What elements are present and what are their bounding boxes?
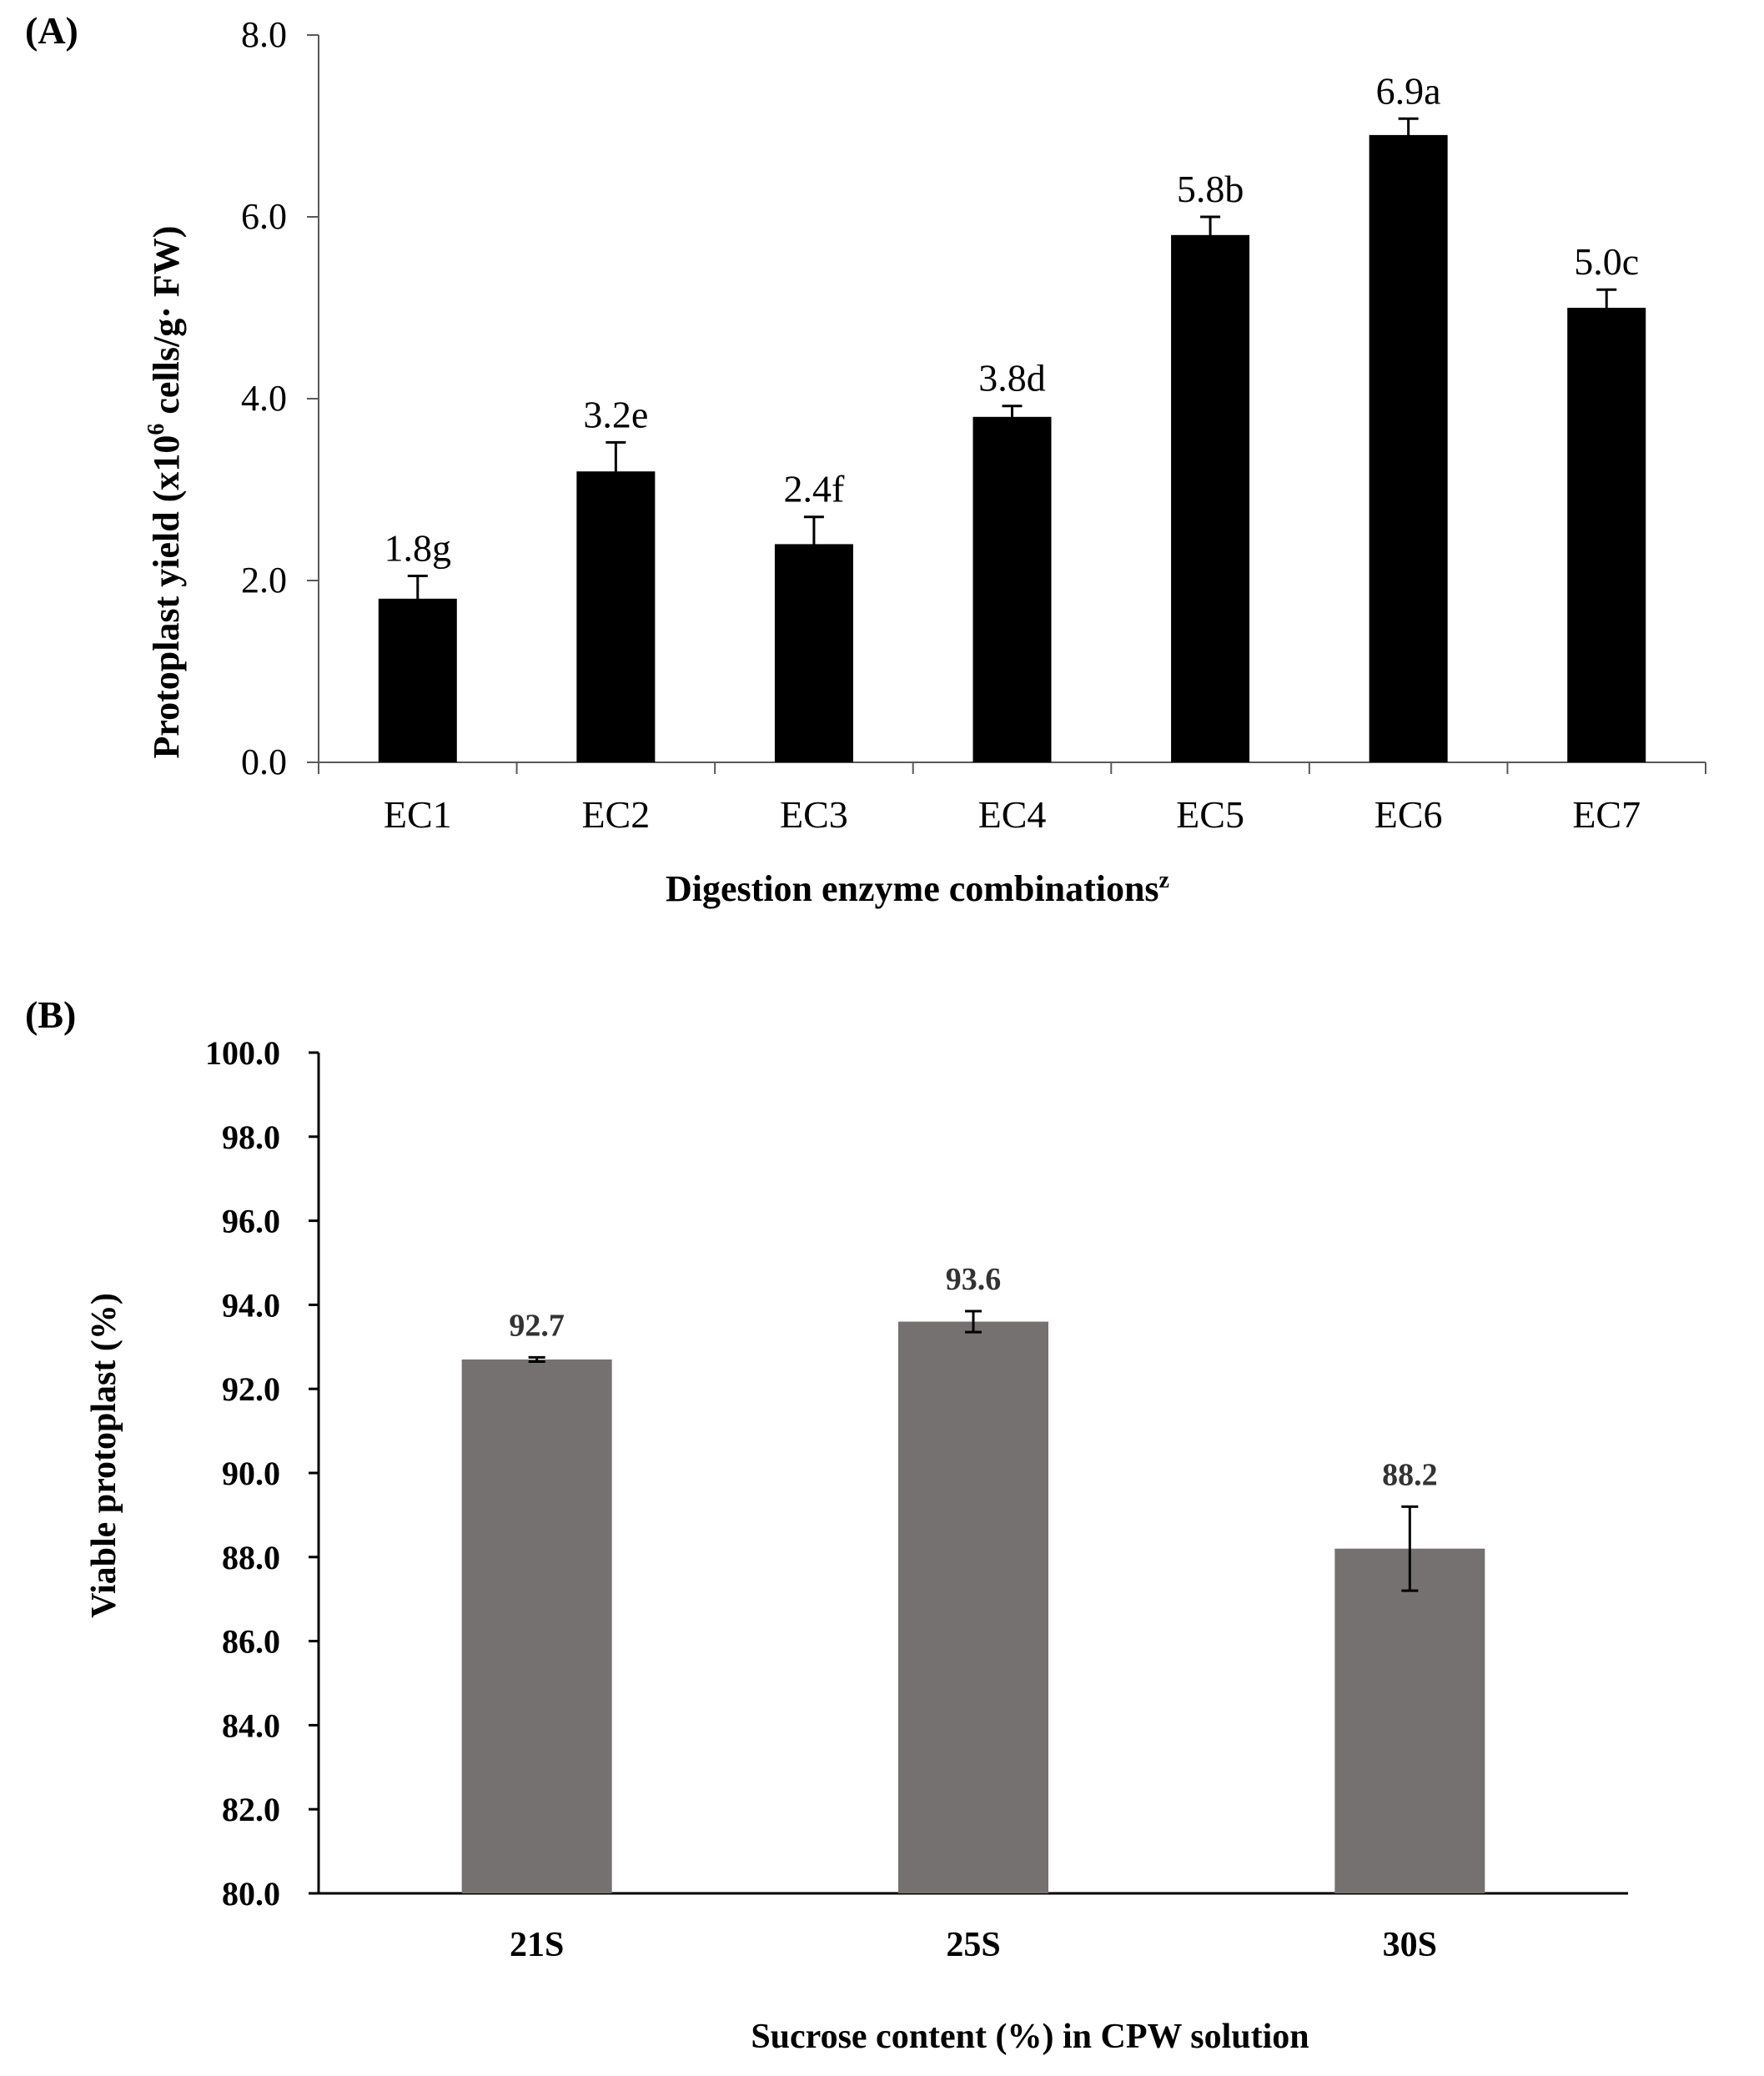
- panel-b-bars: 92.7 21S 93.6 25S 88.2 30S: [461, 1262, 1485, 1964]
- panel-a-data-label: 5.0c: [1574, 240, 1639, 283]
- panel-b-x-axis-label: Sucrose content (%) in CPW solution: [751, 2018, 1309, 2056]
- panel-b-y-tick-label: 98.0: [222, 1118, 280, 1156]
- panel-a-category-label: EC2: [581, 793, 650, 836]
- panel-b-category-label: 21S: [510, 1926, 564, 1964]
- panel-b-y-tick-label: 96.0: [222, 1203, 280, 1240]
- panel-a-category-label: EC3: [780, 793, 848, 836]
- panel-b-data-label: 93.6: [946, 1262, 1002, 1297]
- chart-panel-b: (B) 80.0 82.0 84.0 86.0 88.0 90.0 92.0 94.0 96.0…: [25, 993, 1628, 2056]
- panel-a-bar: [378, 598, 457, 762]
- panel-a-bar: [576, 471, 656, 762]
- panel-b-data-label: 88.2: [1382, 1457, 1438, 1492]
- panel-a-category-label: EC4: [978, 793, 1047, 836]
- panel-a-x-label-superscript: z: [1159, 867, 1169, 893]
- panel-a-data-label: 2.4f: [784, 468, 846, 510]
- panel-a-y-label-suffix: cells/g· FW): [146, 226, 187, 424]
- panel-b-y-tick-label: 84.0: [222, 1707, 280, 1744]
- panel-a-axes: 0.0 2.0 4.0 6.0 8.0: [241, 14, 1706, 782]
- panel-a-y-tick-label: 2.0: [241, 560, 287, 601]
- panel-a-y-tick-label: 0.0: [241, 741, 287, 782]
- panel-a-data-label: 3.8d: [978, 357, 1046, 400]
- panel-b-bar: [1334, 1548, 1485, 1893]
- panel-b-y-tick-label: 92.0: [222, 1370, 280, 1408]
- panel-b-y-tick-label: 82.0: [222, 1791, 280, 1828]
- panel-a-bar: [1171, 234, 1250, 762]
- panel-b-data-label: 92.7: [509, 1308, 565, 1343]
- panel-a-y-tick-label: 8.0: [241, 14, 287, 55]
- panel-a-data-label: 5.8b: [1177, 168, 1244, 210]
- panel-a-data-label: 3.2e: [583, 393, 648, 435]
- panel-a-bars: 1.8g EC1 3.2e EC2 2.4f EC3 3.8d EC4 5.8b EC5 6.9a E…: [378, 69, 1646, 836]
- panel-b-y-tick-label: 90.0: [222, 1455, 280, 1492]
- panel-a-category-label: EC6: [1375, 793, 1443, 836]
- panel-b-bar: [898, 1321, 1048, 1893]
- panel-a-bar: [1369, 134, 1448, 762]
- panel-b-y-axis-label: Viable protoplast (%): [85, 1293, 123, 1618]
- panel-a-bar: [972, 416, 1052, 762]
- panel-a-y-label-prefix: Protoplast yield (x10: [146, 435, 187, 759]
- panel-b-y-tick-label: 86.0: [222, 1623, 280, 1661]
- panel-b-y-tick-label: 94.0: [222, 1286, 280, 1324]
- panel-a-category-label: EC7: [1572, 793, 1641, 836]
- panel-a-y-tick-label: 6.0: [241, 196, 287, 237]
- panel-a-data-label: 1.8g: [384, 527, 452, 570]
- panel-a-label: (A): [25, 9, 78, 52]
- panel-a-category-label: EC5: [1176, 793, 1244, 836]
- panel-a-x-axis-label: Digestion enzyme combinationsz: [666, 867, 1169, 909]
- panel-b-category-label: 25S: [946, 1926, 1000, 1964]
- panel-b-y-tick-label: 88.0: [222, 1539, 280, 1576]
- panel-a-y-label-superscript: 6: [143, 424, 169, 435]
- chart-panel-a: (A) 0.0 2.0 4.0 6.0 8.0 1.8g EC1 3.2e EC2 2.4f EC…: [25, 9, 1706, 909]
- panel-b-label: (B): [25, 993, 76, 1036]
- panel-a-category-label: EC1: [384, 793, 452, 836]
- panel-a-data-label: 6.9a: [1376, 69, 1441, 112]
- panel-a-bar: [1567, 308, 1646, 762]
- panel-b-y-tick-label: 80.0: [222, 1875, 280, 1913]
- panel-b-y-tick-label: 100.0: [205, 1034, 280, 1072]
- panel-a-x-label-text: Digestion enzyme combinations: [666, 868, 1159, 909]
- panel-a-y-axis-label: Protoplast yield (x106 cells/g· FW): [143, 226, 187, 759]
- panel-b-bar: [461, 1359, 612, 1893]
- panel-a-bar: [774, 544, 853, 762]
- panel-a-y-tick-label: 4.0: [241, 378, 287, 419]
- panel-b-category-label: 30S: [1383, 1926, 1437, 1964]
